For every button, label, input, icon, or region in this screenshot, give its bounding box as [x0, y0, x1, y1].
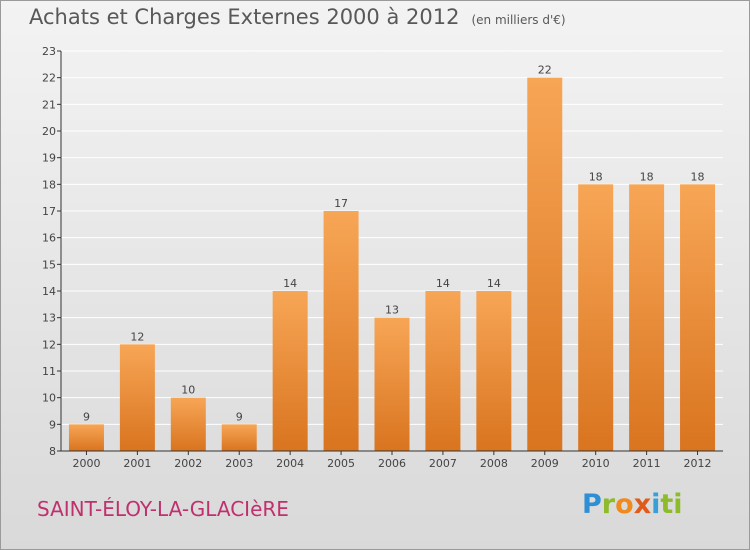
x-tick-label: 2002 — [174, 457, 202, 470]
data-label: 12 — [130, 330, 144, 343]
x-tick-label: 2001 — [123, 457, 151, 470]
y-tick-label: 19 — [42, 152, 56, 165]
commune-name: SAINT-ÉLOY-LA-GLACIèRE — [37, 497, 289, 521]
x-tick-label: 2009 — [531, 457, 559, 470]
y-tick-label: 23 — [42, 45, 56, 58]
bar — [221, 424, 257, 451]
logo-letter: i — [651, 489, 661, 520]
y-tick-label: 11 — [42, 365, 56, 378]
chart-title: Achats et Charges Externes 2000 à 2012 (e… — [29, 5, 566, 29]
x-tick-label: 2012 — [684, 457, 712, 470]
bar — [374, 317, 410, 451]
bar — [170, 397, 206, 451]
y-tick-label: 13 — [42, 312, 56, 325]
data-label: 18 — [691, 170, 705, 183]
y-tick-label: 18 — [42, 178, 56, 191]
y-tick-label: 9 — [49, 418, 56, 431]
x-tick-label: 2003 — [225, 457, 253, 470]
x-tick-label: 2008 — [480, 457, 508, 470]
chart-unit-label: (en milliers d'€) — [471, 13, 566, 27]
bar — [323, 211, 359, 451]
y-tick-label: 8 — [49, 445, 56, 458]
data-label: 10 — [181, 384, 195, 397]
x-tick-label: 2004 — [276, 457, 304, 470]
x-tick-label: 2006 — [378, 457, 406, 470]
bar — [629, 184, 665, 452]
bar — [119, 344, 155, 451]
bar — [272, 291, 308, 451]
y-tick-label: 14 — [42, 285, 56, 298]
x-tick-label: 2011 — [633, 457, 661, 470]
data-label: 18 — [589, 170, 603, 183]
data-label: 9 — [236, 410, 243, 423]
x-tick-label: 2000 — [72, 457, 100, 470]
y-tick-label: 15 — [42, 258, 56, 271]
logo-letter: x — [633, 489, 652, 520]
chart-title-text: Achats et Charges Externes 2000 à 2012 — [29, 5, 460, 29]
y-tick-label: 10 — [42, 392, 56, 405]
labels: 8 9 10 11 12 13 14 15 16 17 18 19 20 21 22 23 9 2000 12 200… — [42, 45, 712, 470]
bar — [425, 291, 461, 451]
proxiti-logo: Proxiti — [582, 489, 683, 520]
x-tick-label: 2010 — [582, 457, 610, 470]
x-tick-label: 2005 — [327, 457, 355, 470]
y-tick-label: 16 — [42, 232, 56, 245]
data-label: 14 — [283, 277, 297, 290]
bars — [68, 77, 716, 452]
bar — [527, 77, 563, 452]
y-tick-label: 12 — [42, 338, 56, 351]
data-label: 18 — [640, 170, 654, 183]
data-label: 13 — [385, 304, 399, 317]
logo-letter: P — [582, 489, 602, 520]
data-label: 22 — [538, 64, 552, 77]
logo-letter: o — [615, 489, 634, 520]
y-tick-label: 17 — [42, 205, 56, 218]
data-label: 14 — [487, 277, 501, 290]
axes — [57, 50, 723, 455]
logo-letter: r — [601, 489, 616, 520]
data-label: 9 — [83, 410, 90, 423]
bar — [68, 424, 104, 451]
y-tick-label: 22 — [42, 72, 56, 85]
data-label: 17 — [334, 197, 348, 210]
y-tick-label: 20 — [42, 125, 56, 138]
data-label: 14 — [436, 277, 450, 290]
bar — [680, 184, 716, 452]
bar — [578, 184, 614, 452]
y-tick-label: 21 — [42, 98, 56, 111]
logo-letter: ti — [660, 489, 683, 520]
x-tick-label: 2007 — [429, 457, 457, 470]
bar — [476, 291, 512, 451]
